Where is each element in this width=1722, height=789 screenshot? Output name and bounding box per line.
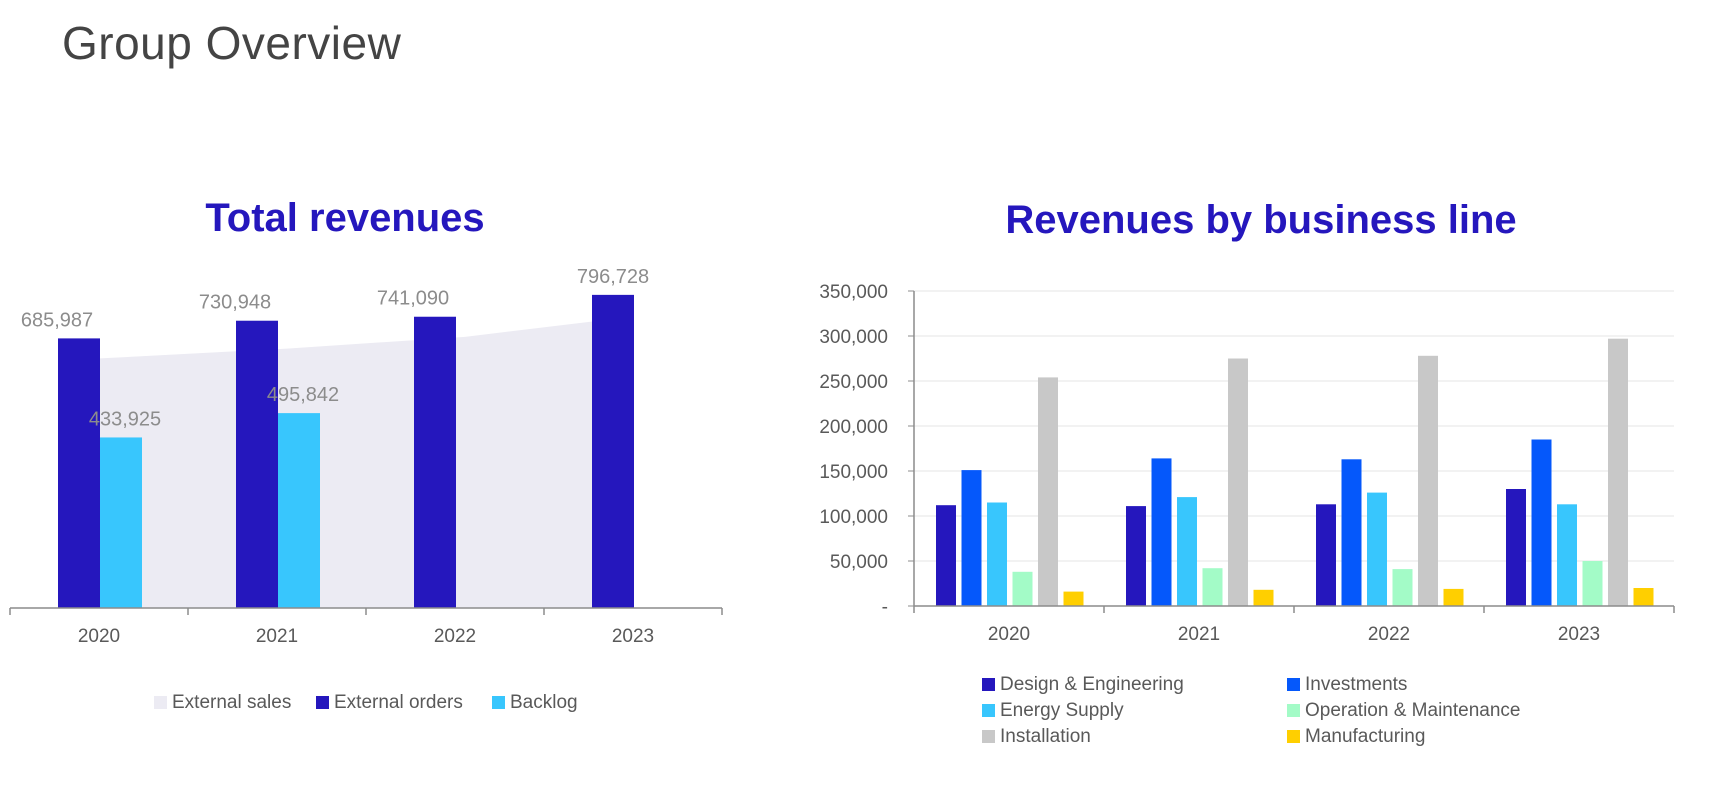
total-revenues-title: Total revenues [205,196,485,240]
legend-swatch-design-and-engineering [982,678,995,691]
x-tick-label-right-2021: 2021 [1178,624,1220,645]
bar-energy-supply-2020 [987,502,1007,606]
bar-energy-supply-2021 [1177,497,1197,606]
legend-swatch-external-sales [154,696,167,709]
bar-investments-2022 [1341,459,1362,606]
data-label-external-orders-2021: 730,948 [199,292,271,314]
bar-external-orders-2022 [414,316,456,608]
legend-label-investments: Investments [1305,674,1407,695]
legend-label-installation: Installation [1000,726,1091,747]
bar-external-orders-2021 [236,320,278,608]
x-tick-label-left-2021: 2021 [256,626,298,647]
bar-manufacturing-2022 [1443,588,1464,606]
x-tick-label-right-2020: 2020 [988,624,1030,645]
legend-label-manufacturing: Manufacturing [1305,726,1425,747]
data-label-backlog-2020: 433,925 [89,408,161,430]
bar-design-and-engineering-2022 [1316,504,1336,606]
bar-investments-2023 [1531,439,1552,606]
bar-external-orders-2020 [58,338,100,608]
legend-swatch-energy-supply [982,704,995,717]
bar-operation-and-maintenance-2022 [1392,569,1413,606]
x-tick-label-right-2023: 2023 [1558,624,1600,645]
y-tick-label-6: 300,000 [819,327,888,348]
bar-backlog-2021 [278,413,320,608]
area-external-sales [100,317,629,608]
data-label-external-orders-2023: 796,728 [577,266,649,288]
bar-design-and-engineering-2020 [936,505,956,606]
bar-external-orders-2023 [592,294,634,608]
bar-backlog-2020 [100,437,142,608]
bar-energy-supply-2023 [1557,504,1577,606]
x-tick-label-left-2023: 2023 [612,626,654,647]
x-tick-label-left-2020: 2020 [78,626,120,647]
bar-operation-and-maintenance-2020 [1012,571,1033,606]
x-tick-label-left-2022: 2022 [434,626,476,647]
page-title: Group Overview [62,17,402,69]
legend-label-operation-and-maintenance: Operation & Maintenance [1305,700,1520,721]
bar-installation-2023 [1608,338,1628,606]
y-tick-label-2: 100,000 [819,507,888,528]
legend-swatch-manufacturing [1287,730,1300,743]
y-tick-label-1: 50,000 [830,552,888,573]
bar-installation-2021 [1228,358,1248,606]
legend-swatch-external-orders [316,696,329,709]
legend-label-external-orders: External orders [334,692,463,713]
legend-swatch-installation [982,730,995,743]
y-tick-label-3: 150,000 [819,462,888,483]
bar-manufacturing-2020 [1063,591,1084,606]
legend-label-backlog: Backlog [510,692,578,713]
legend-label-external-sales: External sales [172,692,291,713]
bar-investments-2021 [1151,458,1172,606]
bar-installation-2022 [1418,355,1438,606]
data-label-backlog-2021: 495,842 [267,384,339,406]
bar-design-and-engineering-2021 [1126,506,1146,606]
business-line-title: Revenues by business line [1005,198,1517,242]
y-tick-label-7: 350,000 [819,282,888,303]
bar-design-and-engineering-2023 [1506,489,1526,606]
y-tick-label-5: 250,000 [819,372,888,393]
bar-investments-2020 [961,470,982,606]
data-label-external-orders-2022: 741,090 [377,288,449,310]
legend-swatch-operation-and-maintenance [1287,704,1300,717]
bar-operation-and-maintenance-2021 [1202,568,1223,606]
bar-operation-and-maintenance-2023 [1582,561,1603,606]
legend-swatch-backlog [492,696,505,709]
legend-label-energy-supply: Energy Supply [1000,700,1124,721]
bar-manufacturing-2023 [1633,588,1654,606]
data-label-external-orders-2020: 685,987 [21,309,93,331]
y-tick-label-4: 200,000 [819,417,888,438]
bar-installation-2020 [1038,377,1058,606]
x-tick-label-right-2022: 2022 [1368,624,1410,645]
y-tick-label-0: - [882,597,888,618]
bar-energy-supply-2022 [1367,492,1387,606]
legend-swatch-investments [1287,678,1300,691]
legend-label-design-and-engineering: Design & Engineering [1000,674,1184,695]
bar-manufacturing-2021 [1253,589,1274,606]
